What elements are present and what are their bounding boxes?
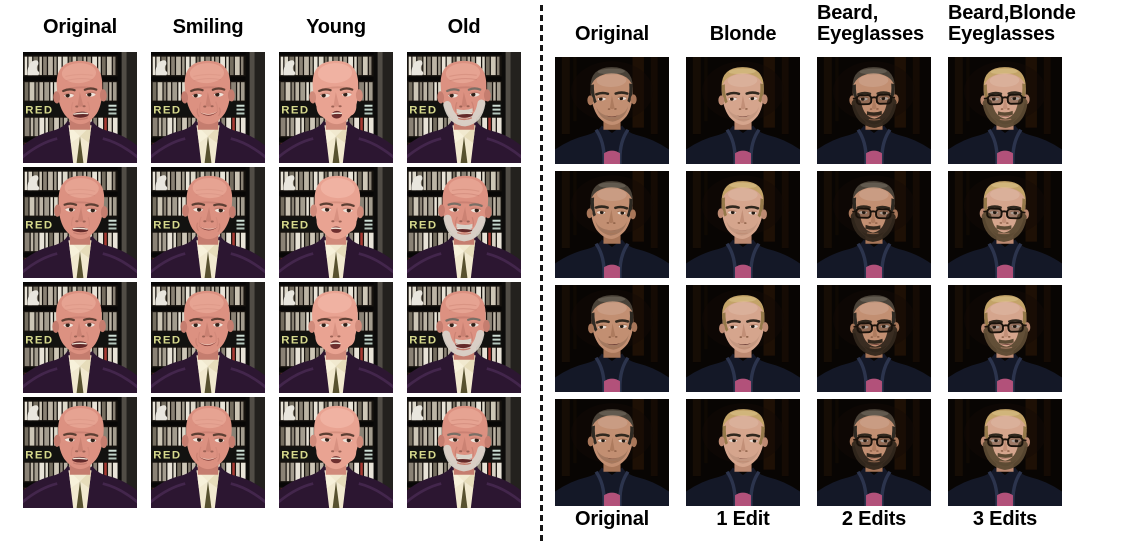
face-image-left-row4-col2-smiling: RED xyxy=(151,397,265,508)
footer-2-edits: 2 Edits xyxy=(841,508,907,530)
svg-text:RED: RED xyxy=(281,450,309,462)
face-image-left-row1-col2-smiling: RED xyxy=(151,52,265,163)
face-image-right-row3-col2-blonde xyxy=(686,285,800,392)
face-image-right-row1-col4-beard-blonde-eyeglasses xyxy=(948,57,1062,164)
footer-original: Original xyxy=(575,508,649,530)
face-image-right-row4-col2-blonde xyxy=(686,399,800,506)
svg-text:RED: RED xyxy=(25,450,53,462)
face-image-left-row2-col1-original: RED xyxy=(23,167,137,278)
right-header-blonde: Blonde xyxy=(709,23,777,45)
face-image-left-row2-col3-young: RED xyxy=(279,167,393,278)
left-header-smiling: Smiling xyxy=(172,16,244,38)
face-image-left-row2-col4-old: RED xyxy=(407,167,521,278)
grid-left: RED RED RED RED RED RED RED RED RED RED RED RED RED R… xyxy=(23,52,521,508)
panel-separator-dashed-line xyxy=(540,5,543,542)
svg-text:RED: RED xyxy=(153,220,181,232)
face-image-left-row1-col4-old: RED xyxy=(407,52,521,163)
face-image-right-row4-col4-beard-blonde-eyeglasses xyxy=(948,399,1062,506)
face-image-left-row3-col4-old: RED xyxy=(407,282,521,393)
face-image-left-row1-col1-original: RED xyxy=(23,52,137,163)
face-image-left-row4-col3-young: RED xyxy=(279,397,393,508)
face-image-right-row2-col3-beard-eyeglasses xyxy=(817,171,931,278)
svg-text:RED: RED xyxy=(25,335,53,347)
svg-text:RED: RED xyxy=(409,450,437,462)
svg-text:RED: RED xyxy=(281,335,309,347)
grid-right xyxy=(555,57,1062,506)
svg-text:RED: RED xyxy=(153,335,181,347)
right-header-beard-blonde-eyeglasses: Beard,Blonde Eyeglasses xyxy=(948,2,1076,45)
face-image-right-row4-col1-original xyxy=(555,399,669,506)
face-image-right-row3-col3-beard-eyeglasses xyxy=(817,285,931,392)
right-panel-footers: Original 1 Edit 2 Edits 3 Edits xyxy=(555,509,1062,530)
left-header-original: Original xyxy=(43,16,117,38)
svg-text:RED: RED xyxy=(153,105,181,117)
face-image-right-row2-col4-beard-blonde-eyeglasses xyxy=(948,171,1062,278)
svg-text:RED: RED xyxy=(153,450,181,462)
left-header-old: Old xyxy=(447,16,481,38)
footer-1-edit: 1 Edit xyxy=(716,508,770,530)
face-image-right-row2-col1-original xyxy=(555,171,669,278)
right-panel-headers: Original Blonde Beard, Eyeglasses Beard,… xyxy=(555,2,1076,45)
face-image-left-row3-col1-original: RED xyxy=(23,282,137,393)
footer-3-edits: 3 Edits xyxy=(972,508,1038,530)
face-image-left-row3-col3-young: RED xyxy=(279,282,393,393)
svg-text:RED: RED xyxy=(409,105,437,117)
face-image-left-row4-col1-original: RED xyxy=(23,397,137,508)
left-panel-headers: Original Smiling Young Old xyxy=(23,17,521,38)
svg-text:RED: RED xyxy=(409,335,437,347)
face-image-right-row3-col1-original xyxy=(555,285,669,392)
right-header-beard-eyeglasses: Beard, Eyeglasses xyxy=(817,2,924,45)
svg-text:RED: RED xyxy=(25,105,53,117)
face-image-right-row4-col3-beard-eyeglasses xyxy=(817,399,931,506)
face-image-left-row4-col4-old: RED xyxy=(407,397,521,508)
face-image-right-row1-col3-beard-eyeglasses xyxy=(817,57,931,164)
svg-text:RED: RED xyxy=(25,220,53,232)
face-image-right-row2-col2-blonde xyxy=(686,171,800,278)
svg-text:RED: RED xyxy=(281,105,309,117)
face-image-right-row1-col1-original xyxy=(555,57,669,164)
face-image-right-row3-col4-beard-blonde-eyeglasses xyxy=(948,285,1062,392)
face-image-left-row1-col3-young: RED xyxy=(279,52,393,163)
svg-text:RED: RED xyxy=(281,220,309,232)
svg-text:RED: RED xyxy=(409,220,437,232)
left-header-young: Young xyxy=(306,16,366,38)
face-image-left-row2-col2-smiling: RED xyxy=(151,167,265,278)
right-header-original: Original xyxy=(575,23,649,45)
face-image-left-row3-col2-smiling: RED xyxy=(151,282,265,393)
face-image-right-row1-col2-blonde xyxy=(686,57,800,164)
